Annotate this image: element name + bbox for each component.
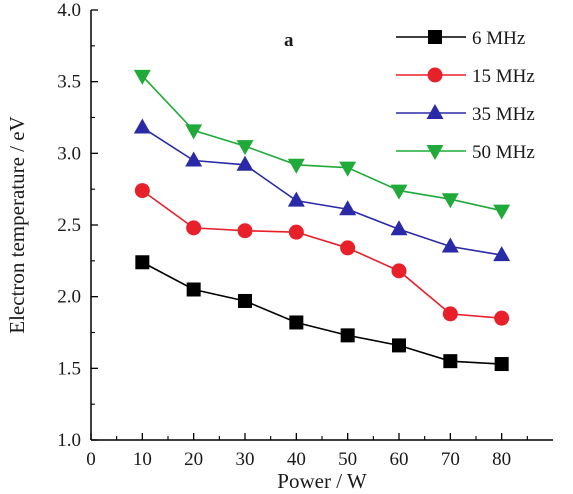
- data-point: [186, 220, 202, 236]
- x-tick-label: 50: [338, 449, 357, 470]
- data-point: [134, 183, 150, 199]
- legend-entry-2: 15 MHz: [396, 66, 535, 87]
- y-axis-title: Electron temperature / eV: [5, 116, 29, 333]
- data-point: [238, 293, 252, 308]
- data-point: [391, 263, 407, 279]
- data-point: [185, 124, 203, 140]
- data-point: [441, 237, 459, 253]
- data-point: [133, 118, 151, 134]
- y-tick-label: 4.0: [57, 0, 81, 21]
- data-point: [443, 354, 458, 369]
- series-line: [141, 75, 502, 212]
- data-point: [340, 240, 356, 256]
- data-point: [390, 220, 408, 236]
- data-point: [392, 338, 406, 353]
- data-point: [340, 328, 355, 343]
- data-point: [442, 306, 458, 322]
- data-point: [288, 224, 304, 240]
- x-tick-label: 40: [287, 449, 306, 470]
- x-tick-label: 70: [441, 449, 460, 470]
- y-tick-label: 1.0: [57, 430, 81, 451]
- data-point: [135, 255, 150, 270]
- data-point: [390, 184, 408, 200]
- x-tick-label: 30: [236, 449, 255, 470]
- legend: 6 MHz 15 MHz 35 MHz 50 MHz: [396, 28, 535, 163]
- x-axis-title: Power / W: [277, 469, 367, 493]
- legend-label: 15 MHz: [472, 66, 535, 87]
- y-tick-label: 3.5: [57, 72, 81, 93]
- data-point: [494, 357, 509, 372]
- data-point: [236, 140, 254, 156]
- x-tick-label: 0: [86, 449, 96, 470]
- data-point: [133, 69, 151, 85]
- y-tick-label: 3.0: [57, 143, 81, 164]
- y-tick-label: 2.0: [57, 287, 81, 308]
- legend-marker: [428, 30, 442, 44]
- series-line: [141, 189, 502, 319]
- legend-label: 35 MHz: [472, 104, 535, 125]
- series-line: [141, 261, 502, 365]
- y-tick-label: 2.5: [57, 215, 81, 236]
- legend-entry-3: 35 MHz: [396, 104, 535, 125]
- data-point: [441, 193, 459, 209]
- series-2: [134, 183, 510, 326]
- data-point: [237, 223, 253, 239]
- legend-label: 50 MHz: [472, 142, 535, 163]
- data-point: [289, 315, 304, 330]
- panel-label: a: [284, 30, 294, 51]
- series-4: [133, 69, 511, 220]
- data-point: [186, 282, 201, 297]
- data-point: [493, 246, 511, 262]
- data-point: [494, 310, 510, 326]
- x-tick-label: 80: [492, 449, 511, 470]
- data-point: [185, 151, 203, 167]
- series-1: [135, 255, 509, 372]
- x-tick-label: 10: [133, 449, 152, 470]
- y-tick-label: 1.5: [57, 358, 81, 379]
- x-tick-label: 60: [390, 449, 409, 470]
- data-point: [287, 191, 305, 207]
- series-layer: [133, 69, 511, 372]
- data-point: [287, 158, 305, 174]
- data-point: [339, 161, 357, 177]
- legend-marker: [426, 145, 444, 160]
- data-point: [339, 200, 357, 216]
- legend-entry-4: 50 MHz: [396, 142, 535, 163]
- data-point: [236, 155, 254, 171]
- legend-entry-1: 6 MHz: [396, 28, 525, 49]
- series-line: [141, 126, 502, 256]
- x-tick-label: 20: [184, 449, 203, 470]
- plot-axes: 1.0 1.5 2.0 2.5 3.0 3.5 4.0 0 10 20 30 40 50 60 70 80: [57, 0, 553, 470]
- legend-marker: [427, 67, 443, 83]
- legend-marker: [426, 104, 444, 119]
- series-3: [133, 118, 511, 262]
- data-point: [493, 204, 511, 220]
- legend-label: 6 MHz: [472, 28, 525, 49]
